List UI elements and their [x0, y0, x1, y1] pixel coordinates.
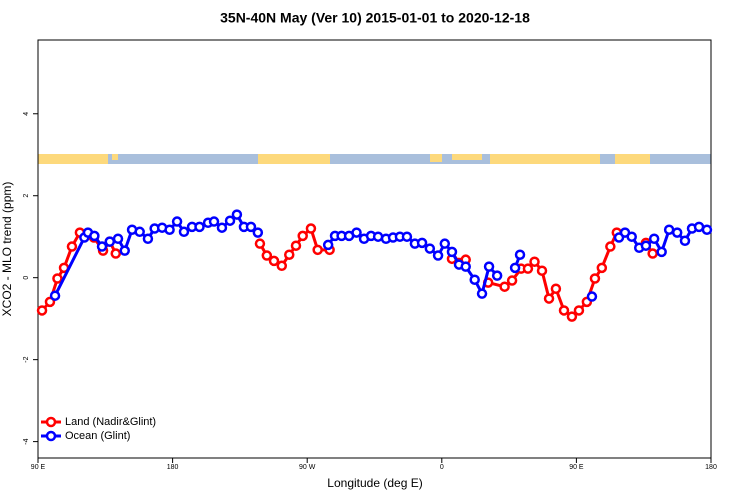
- data-point: [573, 305, 585, 316]
- data-point: [171, 216, 183, 227]
- data-point: [663, 224, 675, 235]
- legend-label: Ocean (Glint): [65, 430, 130, 442]
- legend-marker: [45, 416, 57, 428]
- x-tick-label: 0: [440, 464, 444, 471]
- data-point: [483, 261, 495, 272]
- data-point: [89, 230, 100, 242]
- data-point: [268, 255, 280, 267]
- y-tick-label: -2: [23, 356, 30, 362]
- x-tick-label: 90 E: [569, 464, 584, 471]
- series: [49, 209, 713, 302]
- y-tick-label: -4: [23, 438, 30, 444]
- data-point: [66, 241, 78, 252]
- data-point: [514, 249, 526, 260]
- data-point: [252, 227, 264, 238]
- data-point: [194, 221, 205, 233]
- data-point: [276, 260, 288, 272]
- data-point: [499, 281, 510, 292]
- map-strip: [38, 154, 711, 164]
- data-point: [134, 226, 145, 238]
- legend-label: Land (Nadir&Glint): [65, 416, 156, 428]
- y-tick-label: 4: [23, 112, 30, 116]
- y-tick-label: 0: [23, 276, 30, 280]
- data-point: [112, 233, 124, 245]
- data-point: [596, 262, 608, 274]
- data-point: [460, 261, 471, 272]
- data-point: [52, 273, 63, 284]
- x-tick-label: 90 E: [31, 464, 46, 471]
- land-strip: [452, 154, 482, 160]
- land-strip: [38, 154, 108, 164]
- data-point: [231, 209, 243, 220]
- data-point: [566, 311, 578, 322]
- data-point: [297, 230, 308, 242]
- data-point: [49, 290, 61, 301]
- chart-title: 35N-40N May (Ver 10) 2015-01-01 to 2020-…: [220, 10, 530, 26]
- data-point: [424, 243, 436, 254]
- land-strip: [430, 154, 442, 162]
- data-point: [529, 256, 540, 267]
- data-point: [416, 237, 428, 249]
- y-tick-label: 2: [23, 194, 30, 198]
- data-point: [401, 231, 413, 242]
- data-point: [119, 245, 130, 256]
- data-point: [261, 250, 273, 261]
- data-point: [679, 235, 691, 247]
- land-strip: [490, 154, 600, 164]
- y-axis-label: XCO2 - MLO trend (ppm): [0, 182, 14, 317]
- data-point: [469, 274, 480, 285]
- data-point: [164, 224, 175, 235]
- data-point: [254, 238, 266, 249]
- data-point: [110, 248, 122, 259]
- data-point: [701, 224, 713, 235]
- data-point: [439, 238, 451, 249]
- ocean-strip: [38, 154, 711, 164]
- data-point: [305, 223, 317, 234]
- data-point: [589, 273, 601, 284]
- data-point: [656, 246, 667, 258]
- data-point: [605, 241, 616, 252]
- data-point: [290, 240, 302, 251]
- data-point: [558, 305, 570, 316]
- data-point: [322, 239, 334, 251]
- data-point: [142, 233, 154, 245]
- data-point: [432, 250, 444, 261]
- data-point: [509, 262, 521, 274]
- data-point: [491, 270, 503, 281]
- land-strip: [112, 154, 118, 160]
- land-strip: [615, 154, 650, 164]
- data-point: [216, 222, 228, 233]
- data-point: [522, 263, 534, 274]
- data-point: [536, 265, 548, 276]
- data-point: [284, 249, 295, 260]
- data-point: [648, 233, 660, 245]
- data-point: [506, 275, 518, 286]
- x-axis-label: Longitude (deg E): [327, 476, 422, 490]
- data-point: [178, 226, 190, 238]
- data-point: [36, 305, 48, 316]
- data-point: [626, 231, 637, 242]
- legend-marker: [45, 430, 57, 442]
- data-point: [543, 293, 555, 304]
- data-point: [224, 215, 236, 226]
- data-point: [245, 221, 257, 233]
- data-point: [104, 236, 116, 247]
- data-point: [586, 291, 598, 302]
- plot-frame: [37, 39, 712, 459]
- land-strip: [258, 154, 330, 164]
- x-tick-label: 90 W: [299, 464, 316, 471]
- data-point: [640, 240, 652, 251]
- data-point: [312, 244, 323, 256]
- data-point: [208, 216, 220, 227]
- data-point: [351, 227, 362, 238]
- data-point: [550, 283, 562, 295]
- x-tick-label: 180: [167, 464, 179, 471]
- data-point: [446, 246, 458, 258]
- data-point: [647, 248, 658, 259]
- x-tick-label: 180: [705, 464, 717, 471]
- data-point: [96, 241, 108, 252]
- data-point: [671, 227, 683, 238]
- data-point: [476, 288, 488, 299]
